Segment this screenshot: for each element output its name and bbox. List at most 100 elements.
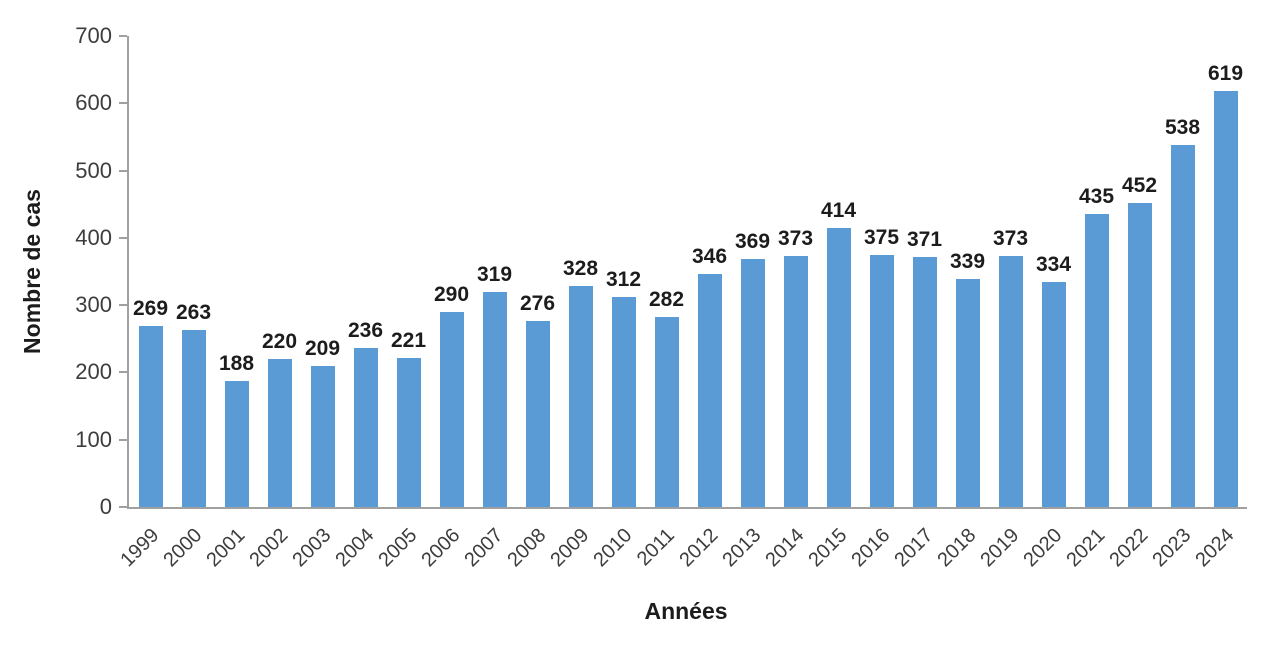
bar-column: 369 bbox=[731, 36, 774, 507]
bar-column: 373 bbox=[774, 36, 817, 507]
bar-value-label: 221 bbox=[390, 329, 427, 353]
bar-2017 bbox=[912, 257, 937, 507]
bar-2008 bbox=[525, 321, 550, 507]
bar-column: 373 bbox=[989, 36, 1032, 507]
bar-value-label: 371 bbox=[906, 228, 943, 252]
bar-2015 bbox=[826, 228, 851, 507]
bar-value-label: 373 bbox=[777, 227, 814, 251]
bar-column: 619 bbox=[1204, 36, 1247, 507]
bar-column: 221 bbox=[387, 36, 430, 507]
y-tick-label: 500 bbox=[75, 157, 112, 183]
bar-value-label: 369 bbox=[734, 229, 771, 253]
bar-value-label: 282 bbox=[648, 288, 685, 312]
bar-2012 bbox=[697, 274, 722, 507]
y-tick-mark bbox=[119, 506, 127, 508]
y-tick-label: 700 bbox=[75, 23, 112, 48]
bar-column: 236 bbox=[344, 36, 387, 507]
bar-2010 bbox=[611, 297, 636, 507]
bar-2020 bbox=[1041, 282, 1066, 507]
bar-2016 bbox=[869, 254, 894, 507]
bar-value-label: 375 bbox=[863, 225, 900, 249]
y-tick-mark bbox=[119, 35, 127, 37]
y-tick-label: 100 bbox=[75, 426, 112, 452]
bar-value-label: 435 bbox=[1078, 185, 1115, 209]
bar-2019 bbox=[998, 256, 1023, 507]
bar-column: 371 bbox=[903, 36, 946, 507]
bar-2018 bbox=[955, 278, 980, 507]
y-tick-label: 600 bbox=[75, 90, 112, 116]
bars-row: 269 263 188 220 209 236 221 290 319 276 328 312 282 3… bbox=[129, 36, 1247, 507]
bar-column: 276 bbox=[516, 36, 559, 507]
bar-column: 290 bbox=[430, 36, 473, 507]
bar-value-label: 334 bbox=[1035, 253, 1072, 277]
bar-value-label: 290 bbox=[433, 282, 470, 306]
bar-column: 312 bbox=[602, 36, 645, 507]
bar-2014 bbox=[783, 256, 808, 507]
bar-value-label: 339 bbox=[949, 249, 986, 273]
x-axis-title: Années bbox=[644, 598, 728, 624]
bar-2021 bbox=[1084, 214, 1109, 507]
y-tick-label: 200 bbox=[75, 359, 112, 385]
bar-column: 452 bbox=[1118, 36, 1161, 507]
bar-value-label: 236 bbox=[347, 319, 384, 343]
y-tick-label: 0 bbox=[99, 494, 112, 519]
bar-column: 188 bbox=[215, 36, 258, 507]
bar-value-label: 373 bbox=[992, 227, 1029, 251]
bar-value-label: 538 bbox=[1164, 116, 1201, 140]
bar-column: 263 bbox=[172, 36, 215, 507]
y-tick-label: 400 bbox=[75, 224, 112, 250]
x-tick-column: 2024 bbox=[1191, 513, 1245, 593]
bar-value-label: 209 bbox=[304, 337, 341, 361]
bar-2000 bbox=[181, 330, 206, 507]
plot-area: 269 263 188 220 209 236 221 290 319 276 328 312 282 3… bbox=[119, 35, 1247, 509]
bar-value-label: 220 bbox=[261, 329, 298, 353]
bar-value-label: 276 bbox=[519, 292, 556, 316]
bar-2011 bbox=[654, 317, 679, 507]
bar-2005 bbox=[396, 358, 421, 507]
bar-value-label: 452 bbox=[1121, 173, 1158, 197]
bar-value-label: 619 bbox=[1207, 61, 1244, 85]
bar-column: 414 bbox=[817, 36, 860, 507]
bar-1999 bbox=[138, 326, 163, 507]
bar-column: 269 bbox=[129, 36, 172, 507]
bar-value-label: 312 bbox=[605, 268, 642, 292]
bar-column: 209 bbox=[301, 36, 344, 507]
bar-2009 bbox=[568, 286, 593, 507]
bar-column: 334 bbox=[1032, 36, 1075, 507]
bar-column: 220 bbox=[258, 36, 301, 507]
bar-column: 339 bbox=[946, 36, 989, 507]
bar-2023 bbox=[1170, 145, 1195, 507]
bar-2022 bbox=[1127, 202, 1152, 507]
bar-column: 328 bbox=[559, 36, 602, 507]
y-tick-mark bbox=[119, 236, 127, 239]
y-tick-mark bbox=[119, 438, 127, 441]
bar-value-label: 269 bbox=[132, 297, 169, 321]
y-tick-label: 300 bbox=[75, 292, 112, 318]
bar-2003 bbox=[310, 366, 335, 507]
bar-2002 bbox=[267, 358, 292, 507]
y-axis-tick-labels: 0 100 200 300 400 500 600 700 bbox=[0, 25, 112, 518]
bar-value-label: 328 bbox=[562, 257, 599, 281]
bar-column: 538 bbox=[1161, 36, 1204, 507]
bar-value-label: 188 bbox=[218, 351, 255, 375]
bar-column: 435 bbox=[1075, 36, 1118, 507]
bar-value-label: 414 bbox=[820, 199, 857, 223]
bar-2001 bbox=[224, 380, 249, 507]
bar-2006 bbox=[439, 311, 464, 507]
bar-column: 319 bbox=[473, 36, 516, 507]
bar-column: 375 bbox=[860, 36, 903, 507]
y-tick-mark bbox=[119, 169, 127, 172]
bar-value-label: 263 bbox=[175, 301, 212, 325]
bar-2007 bbox=[482, 292, 507, 507]
bar-column: 282 bbox=[645, 36, 688, 507]
bar-value-label: 319 bbox=[476, 263, 513, 287]
bar-value-label: 346 bbox=[691, 245, 728, 269]
bar-2004 bbox=[353, 348, 378, 507]
x-axis-tick-labels: 1999 2000 2001 2002 2003 2004 2005 2006 2007 2008… bbox=[116, 513, 1245, 593]
bar-2013 bbox=[740, 258, 765, 507]
bar-column: 346 bbox=[688, 36, 731, 507]
bar-2024 bbox=[1213, 90, 1238, 507]
y-tick-mark bbox=[119, 304, 127, 307]
x-tick-label: 1999 bbox=[116, 524, 164, 572]
